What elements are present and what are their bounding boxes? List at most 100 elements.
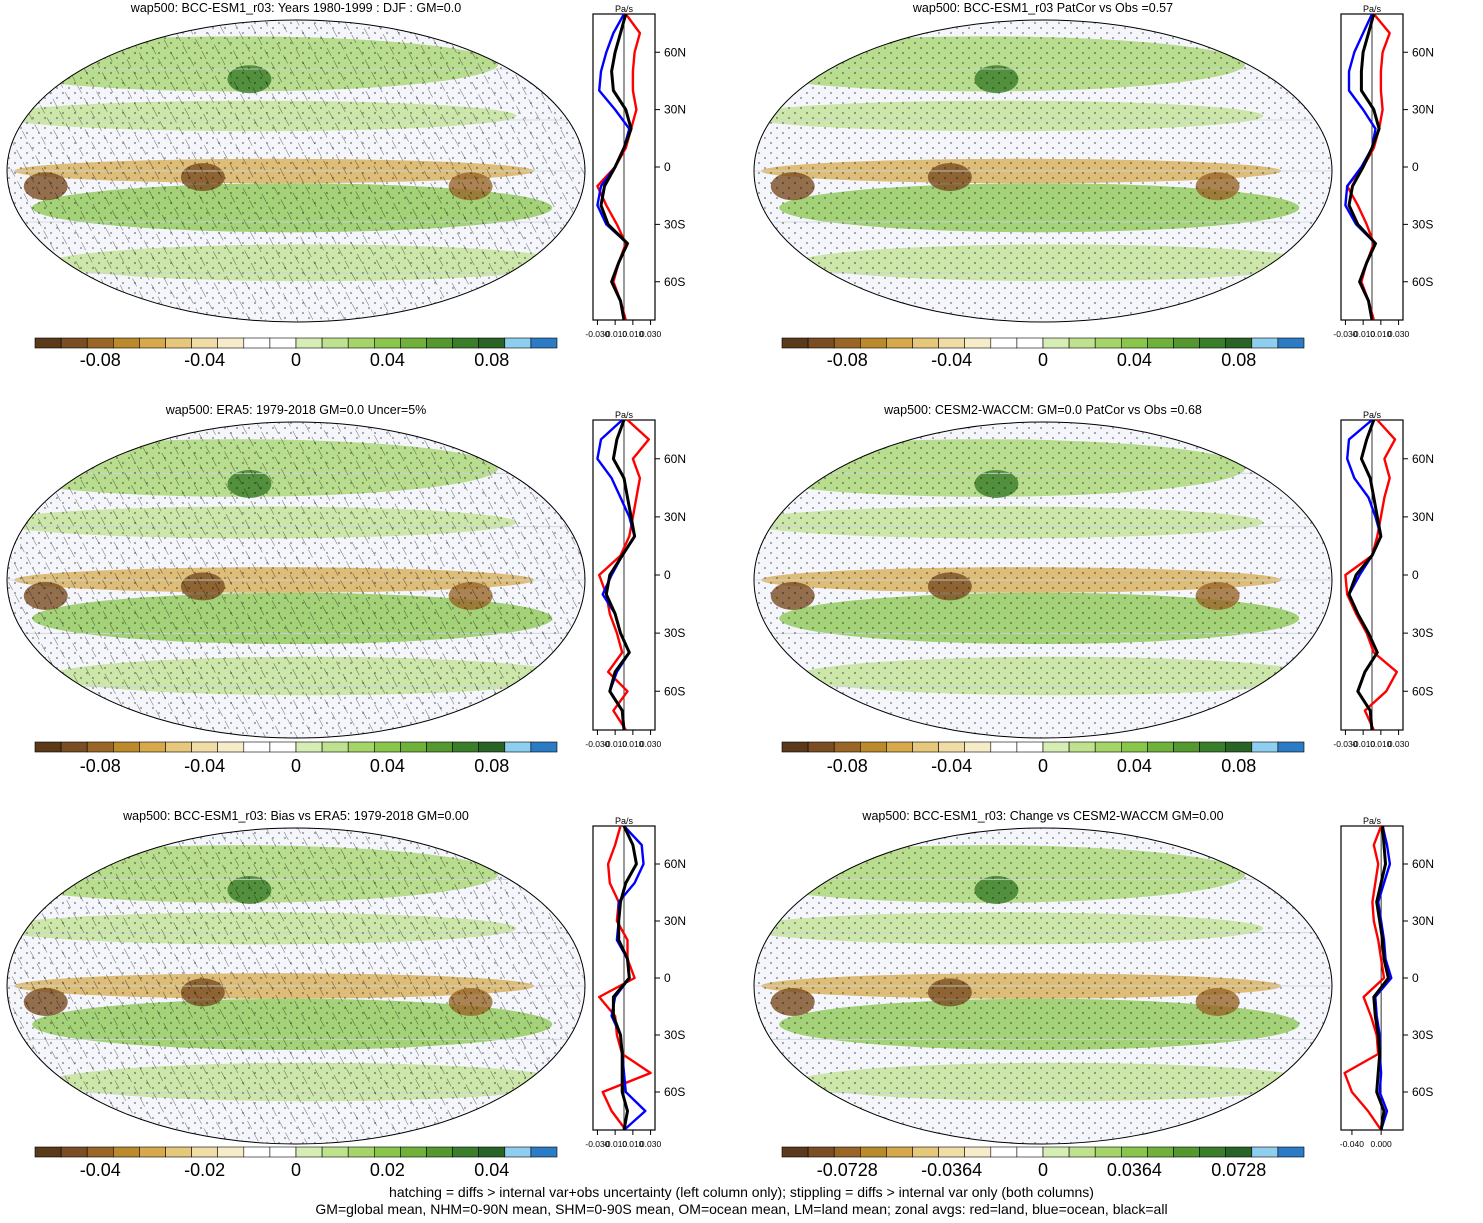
panel-4: wap500: CESM2-WACCM: GM=0.0 PatCor vs Ob…: [753, 403, 1434, 776]
colorbar-swatch: [833, 741, 861, 753]
panel-title: wap500: BCC-ESM1_r03 PatCor vs Obs =0.57: [912, 1, 1173, 15]
colorbar-swatch: [530, 1146, 558, 1158]
colorbar-swatch: [938, 337, 965, 349]
lat-tick-label: 30N: [1412, 103, 1434, 117]
colorbar-swatch: [373, 741, 401, 753]
colorbar-swatch: [1042, 337, 1070, 349]
map-outline: [6, 421, 586, 739]
panel-2: wap500: BCC-ESM1_r03 PatCor vs Obs =0.57…: [753, 1, 1434, 370]
colorbar-swatch: [1068, 741, 1096, 753]
colorbar-swatch: [781, 337, 809, 349]
colorbar-swatch: [86, 1146, 114, 1158]
colorbar-tick-label: 0.0728: [1211, 1160, 1266, 1180]
colorbar-swatch: [1225, 337, 1253, 349]
colorbar-tick-label: 0.04: [474, 1160, 509, 1180]
colorbar-swatch: [530, 741, 558, 753]
colorbar-swatch: [1121, 1146, 1148, 1158]
colorbar-swatch: [886, 741, 913, 753]
colorbar-swatch: [452, 1146, 480, 1158]
colorbar: -0.08 -0.04 0 0.04 0.08: [781, 337, 1305, 370]
footer-line-1: hatching = diffs > internal var+obs unce…: [389, 1184, 1094, 1200]
colorbar-swatch: [347, 337, 375, 349]
colorbar-tick-label: 0.04: [370, 350, 405, 370]
zonal-line-all: [1347, 419, 1383, 731]
colorbar-swatch: [400, 741, 427, 753]
zonal-units: Pa/s: [1363, 816, 1382, 826]
colorbar-tick-label: 0.08: [474, 350, 509, 370]
colorbar-tick-label: -0.04: [184, 756, 225, 776]
x-tick-label: -0.030: [1333, 739, 1357, 749]
zonal-line-all: [611, 825, 638, 1131]
lat-tick-label: 60S: [664, 275, 685, 289]
colorbar-swatch: [452, 337, 480, 349]
colorbar-swatch: [165, 741, 192, 753]
lat-tick-label: 60N: [1412, 45, 1434, 59]
colorbar-swatch: [1094, 337, 1122, 349]
panel-1: wap500: BCC-ESM1_r03: Years 1980-1999 : …: [6, 1, 686, 370]
colorbar-swatch: [807, 337, 835, 349]
x-tick-label: 0.010: [622, 1139, 644, 1149]
map-outline: [6, 19, 586, 323]
colorbar-swatch: [1277, 337, 1305, 349]
colorbar-swatch: [1068, 1146, 1096, 1158]
colorbar-swatch: [295, 1146, 323, 1158]
colorbar-tick-label: 0.08: [1221, 350, 1256, 370]
colorbar-swatch: [113, 337, 140, 349]
zonal-line-land: [1344, 419, 1399, 731]
lat-tick-label: 30N: [664, 914, 686, 928]
colorbar-tick-label: 0: [291, 350, 301, 370]
zonal-line-land: [598, 825, 652, 1131]
zonal-line-all: [604, 419, 637, 731]
colorbar-swatch: [373, 1146, 401, 1158]
colorbar-tick-label: 0.02: [370, 1160, 405, 1180]
map-outline: [753, 827, 1333, 1145]
zonal-line-land: [1345, 13, 1391, 321]
colorbar-swatch: [295, 337, 323, 349]
colorbar-swatch: [139, 337, 166, 349]
colorbar-swatch: [1173, 741, 1200, 753]
map-outline: [753, 19, 1333, 323]
map-field: [754, 828, 1332, 1144]
colorbar-tick-label: 0.04: [370, 756, 405, 776]
zonal-frame: [1340, 825, 1404, 1131]
colorbar-swatch: [34, 741, 62, 753]
x-tick-label: -0.030: [585, 739, 609, 749]
colorbar-swatch: [426, 337, 453, 349]
colorbar-tick-label: -0.04: [931, 756, 972, 776]
colorbar-swatch: [781, 741, 809, 753]
map-field: [7, 20, 585, 322]
zonal-line-all: [1347, 13, 1381, 321]
colorbar-swatch: [34, 337, 62, 349]
panel-title: wap500: BCC-ESM1_r03: Bias vs ERA5: 1979…: [122, 809, 469, 823]
colorbar-tick-label: -0.08: [80, 756, 121, 776]
colorbar-swatch: [1147, 741, 1174, 753]
map-field: [7, 422, 585, 738]
colorbar-swatch: [1016, 1146, 1044, 1158]
colorbar-swatch: [321, 337, 349, 349]
lat-tick-label: 30S: [1412, 1028, 1433, 1042]
colorbar-tick-label: 0: [1038, 350, 1048, 370]
lat-tick-label: 60S: [1412, 1085, 1433, 1099]
colorbar-tick-label: -0.08: [80, 350, 121, 370]
panel-title: wap500: BCC-ESM1_r03: Years 1980-1999 : …: [130, 1, 461, 15]
colorbar-swatch: [243, 1146, 271, 1158]
zonal-units: Pa/s: [615, 410, 634, 420]
zonal-units: Pa/s: [1363, 410, 1382, 420]
lat-tick-label: 30N: [1412, 510, 1434, 524]
colorbar-swatch: [1173, 1146, 1200, 1158]
panel-3: wap500: ERA5: 1979-2018 GM=0.0 Uncer=5% -…: [6, 403, 686, 776]
colorbar-swatch: [426, 741, 453, 753]
colorbar-swatch: [269, 1146, 297, 1158]
colorbar-swatch: [990, 741, 1018, 753]
colorbar-tick-label: 0: [1038, 1160, 1048, 1180]
colorbar-swatch: [504, 337, 532, 349]
colorbar-swatch: [426, 1146, 453, 1158]
colorbar-swatch: [191, 741, 219, 753]
colorbar-swatch: [191, 1146, 219, 1158]
colorbar: -0.08 -0.04 0 0.04 0.08: [34, 337, 558, 370]
colorbar-tick-label: -0.04: [184, 350, 225, 370]
colorbar-swatch: [1121, 741, 1148, 753]
colorbar: -0.08 -0.04 0 0.04 0.08: [781, 741, 1305, 776]
